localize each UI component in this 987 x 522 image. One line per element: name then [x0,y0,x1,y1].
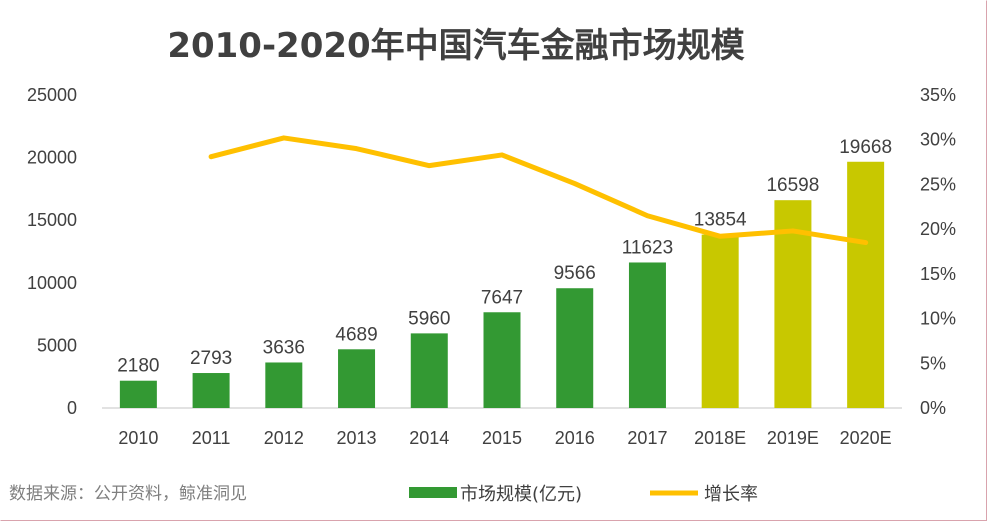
x-tick-label: 2016 [555,428,595,448]
right-axis-ticks: 0% 5% 10% 15% 20% 25% 30% 35% [920,85,956,418]
bar [411,333,448,408]
legend-bar-swatch [409,487,457,498]
bar-value-label: 13854 [694,210,747,231]
legend-line-label: 增长率 [704,484,758,505]
bar [556,288,593,408]
x-tick-label: 2017 [627,428,667,448]
x-tick-label: 2019E [767,428,819,448]
left-axis-ticks: 0 5000 10000 15000 20000 25000 [27,85,77,418]
legend-bar-label: 市场规模(亿元) [460,484,582,505]
bar-value-label: 11623 [622,237,673,258]
right-tick-label: 35% [920,85,956,105]
left-tick-label: 10000 [27,273,77,293]
bar [484,312,521,408]
bar-value-label: 2793 [190,348,232,369]
bar-value-label: 9566 [554,263,596,284]
bar-value-label: 19668 [839,137,892,158]
x-tick-label: 2015 [482,428,522,448]
x-tick-label: 2010 [118,428,158,448]
x-tick-label: 2013 [337,428,377,448]
chart-title: 2010-2020年中国汽车金融市场规模 [167,26,744,66]
right-tick-label: 10% [920,309,956,329]
left-tick-label: 5000 [37,335,77,355]
right-tick-label: 15% [920,264,956,284]
source-note: 数据来源：公开资料，鲸准洞见 [9,484,247,504]
x-tick-label: 2011 [192,428,231,448]
bar-series [120,162,884,408]
x-tick-label: 2014 [409,428,449,448]
bar-value-label: 5960 [408,308,450,329]
bar [120,381,157,408]
bar-value-label: 2180 [117,356,159,377]
bar [265,362,302,408]
left-tick-label: 0 [67,398,77,418]
bar [702,235,739,408]
left-tick-label: 20000 [27,148,77,168]
right-tick-label: 5% [920,353,946,373]
right-tick-label: 20% [920,219,956,239]
right-tick-label: 25% [920,174,956,194]
bar [193,373,230,408]
x-tick-label: 2012 [264,428,304,448]
x-axis-ticks: 2010 2011 2012 2013 2014 2015 2016 2017 2018E 201… [118,428,891,448]
bar [338,349,375,408]
legend: 市场规模(亿元) 增长率 [409,484,758,505]
bar [847,162,884,408]
left-tick-label: 15000 [27,210,77,230]
bar-value-label: 3636 [263,337,305,358]
right-tick-label: 30% [920,130,956,150]
bar-value-label: 4689 [335,324,377,345]
bar-value-label: 16598 [766,175,819,196]
x-tick-label: 2020E [840,428,892,448]
left-tick-label: 25000 [27,85,77,105]
right-tick-label: 0% [920,398,946,418]
bar [629,262,666,408]
x-tick-label: 2018E [694,428,746,448]
bar-value-label: 7647 [481,287,523,308]
